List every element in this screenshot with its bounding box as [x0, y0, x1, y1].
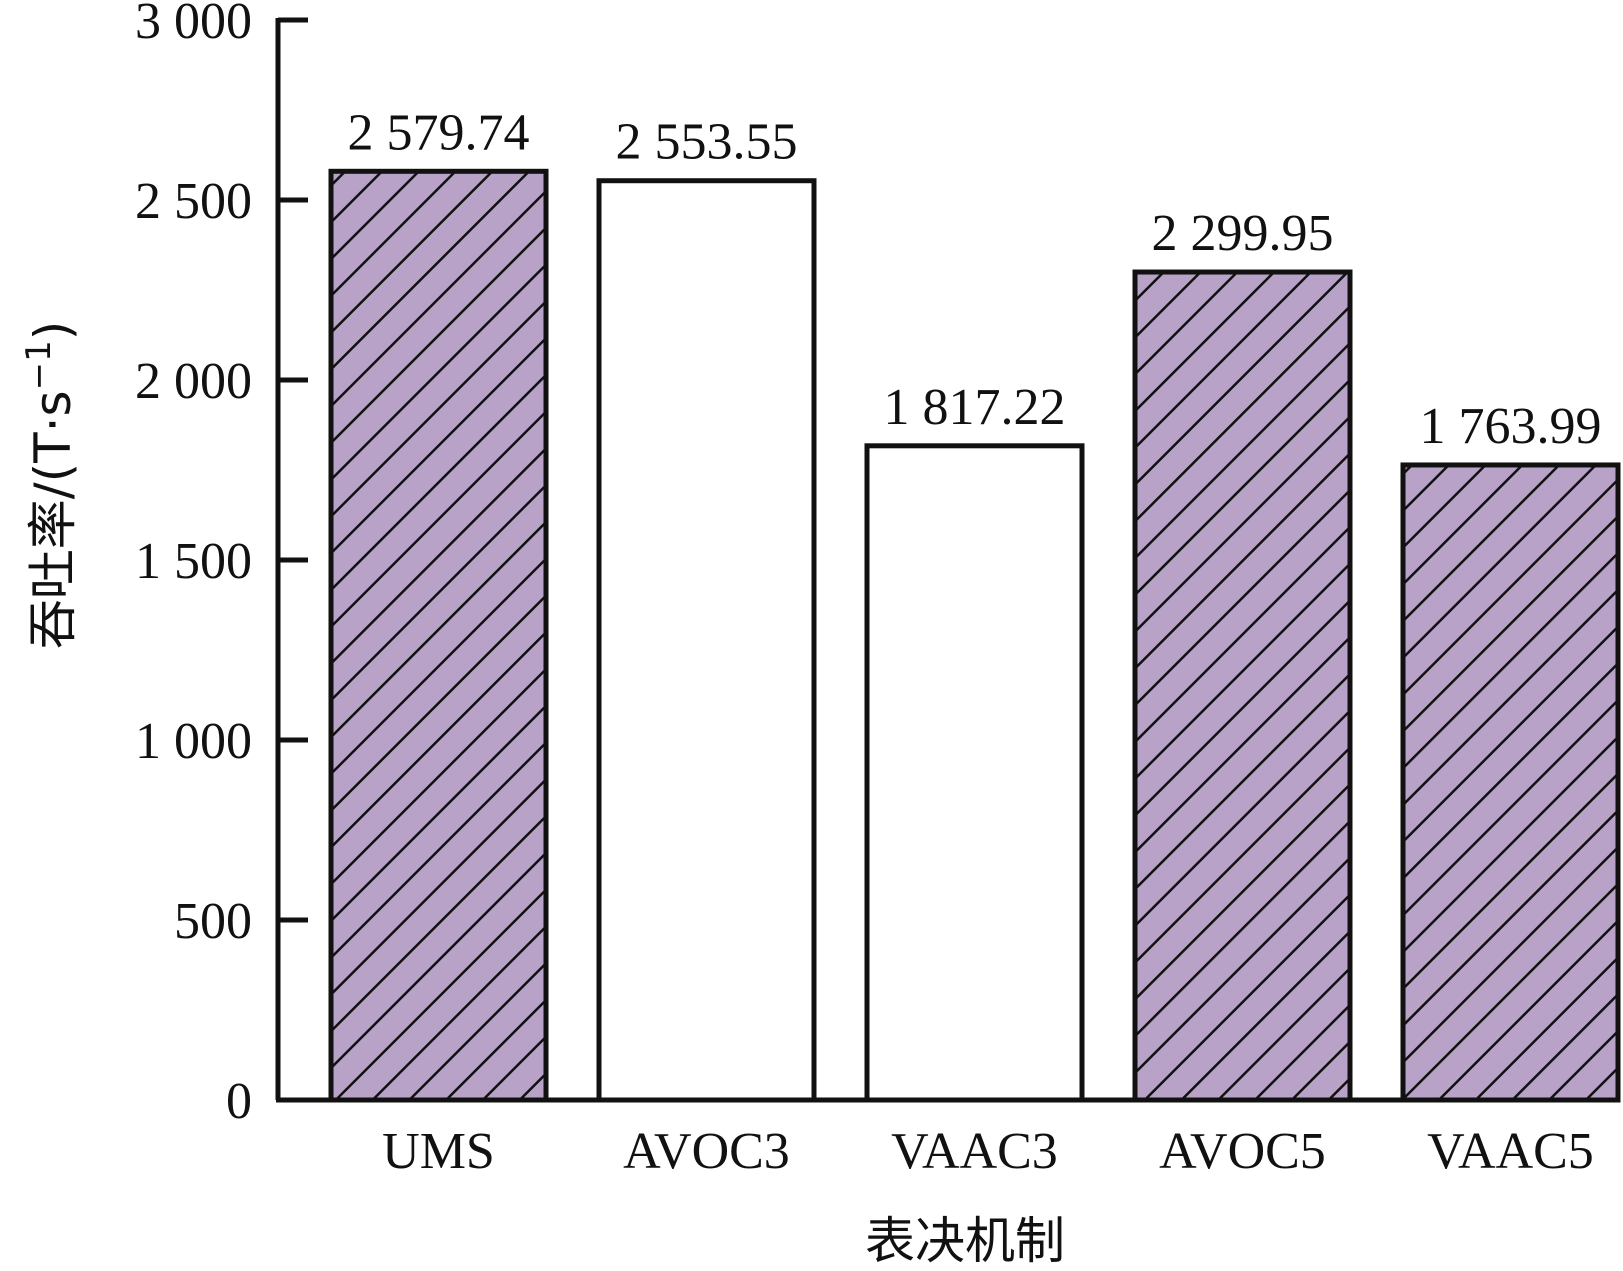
y-tick-label: 1 000 — [135, 713, 252, 770]
y-axis-title-end: ) — [24, 321, 82, 341]
y-tick-label: 3 000 — [135, 0, 252, 50]
x-tick-label-avoc5: AVOC5 — [1159, 1123, 1326, 1180]
y-axis-title: 吞吐率/(T·s−1) — [19, 321, 82, 649]
bar-avoc5 — [1132, 269, 1353, 1103]
bars-layer — [328, 168, 1621, 1103]
bar-vaac5 — [1400, 462, 1621, 1103]
value-label-ums: 2 579.74 — [348, 104, 530, 161]
labels-layer: 2 579.74 UMS 2 553.55 AVOC3 1 817.22 VAAC3 2 2… — [348, 104, 1602, 1180]
bar-vaac3 — [864, 443, 1085, 1103]
y-axis-title-superscript: −1 — [19, 340, 59, 390]
y-tick-label: 500 — [174, 893, 252, 950]
axis-layer: 0 500 1 000 1 500 2 000 2 500 3 000 — [135, 0, 1615, 1130]
y-tick-label: 2 500 — [135, 173, 252, 230]
y-tick-label: 1 500 — [135, 533, 252, 590]
bar-avoc3 — [596, 178, 817, 1103]
x-tick-label-ums: UMS — [382, 1123, 495, 1180]
x-tick-label-vaac5: VAAC5 — [1427, 1123, 1594, 1180]
y-axis-title-main: 吞吐率/(T·s — [24, 390, 82, 649]
x-tick-label-avoc3: AVOC3 — [623, 1123, 790, 1180]
value-label-vaac3: 1 817.22 — [884, 379, 1066, 436]
x-tick-label-vaac3: VAAC3 — [891, 1123, 1058, 1180]
value-label-avoc5: 2 299.95 — [1152, 205, 1334, 262]
y-tick-label: 2 000 — [135, 353, 252, 410]
y-tick-label: 0 — [226, 1073, 252, 1130]
value-label-vaac5: 1 763.99 — [1420, 398, 1602, 455]
bar-ums — [328, 168, 549, 1103]
value-label-avoc3: 2 553.55 — [616, 114, 798, 171]
x-axis-title: 表决机制 — [865, 1212, 1065, 1270]
